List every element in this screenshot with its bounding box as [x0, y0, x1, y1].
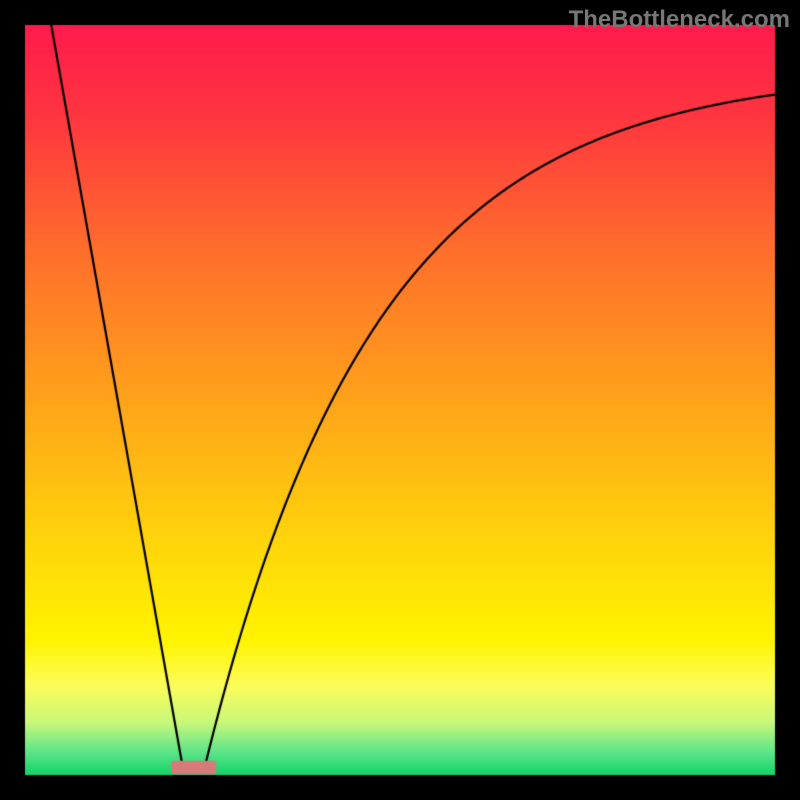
chart-container: TheBottleneck.com — [0, 0, 800, 800]
bottleneck-chart-canvas — [0, 0, 800, 800]
watermark-text: TheBottleneck.com — [569, 6, 790, 34]
